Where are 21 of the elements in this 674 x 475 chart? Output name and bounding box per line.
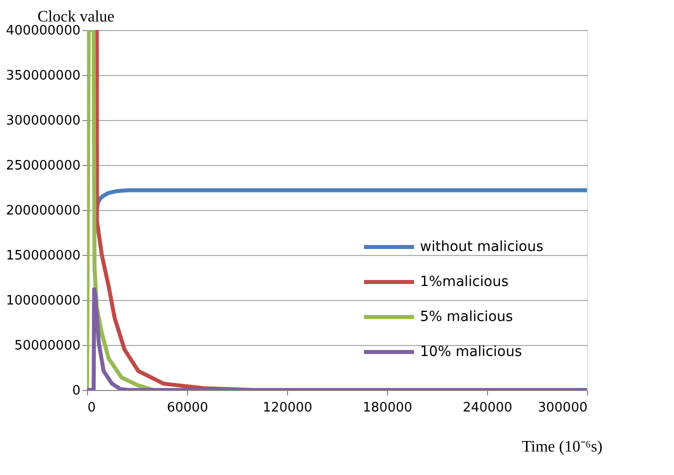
y-axis-title: Clock value: [38, 8, 114, 26]
legend-label: 1%malicious: [420, 274, 509, 290]
y-tick-label: 350000000: [6, 68, 80, 84]
y-tick-label: 300000000: [6, 114, 80, 128]
x-tick-label: 300000: [538, 400, 588, 416]
x-tick-label: 240000: [462, 400, 512, 416]
y-tick-label: 50000000: [14, 338, 80, 354]
y-tick-label: 250000000: [6, 158, 80, 174]
y-tick-label: 400000000: [6, 24, 80, 38]
y-tick-label: 0: [72, 384, 80, 398]
legend-label: without malicious: [420, 239, 544, 255]
x-tick-label: 60000: [166, 400, 208, 416]
y-tick-label: 100000000: [6, 294, 80, 308]
x-tick-label: 0: [88, 400, 96, 416]
x-tick-label: 180000: [362, 400, 412, 416]
legend-label: 10% malicious: [420, 344, 522, 360]
legend-label: 5% malicious: [420, 309, 513, 325]
x-tick-label: 120000: [262, 400, 312, 416]
y-tick-label: 200000000: [6, 204, 80, 218]
x-axis-title: Time (10⁻⁶s): [522, 438, 602, 456]
y-tick-label: 150000000: [6, 248, 80, 264]
